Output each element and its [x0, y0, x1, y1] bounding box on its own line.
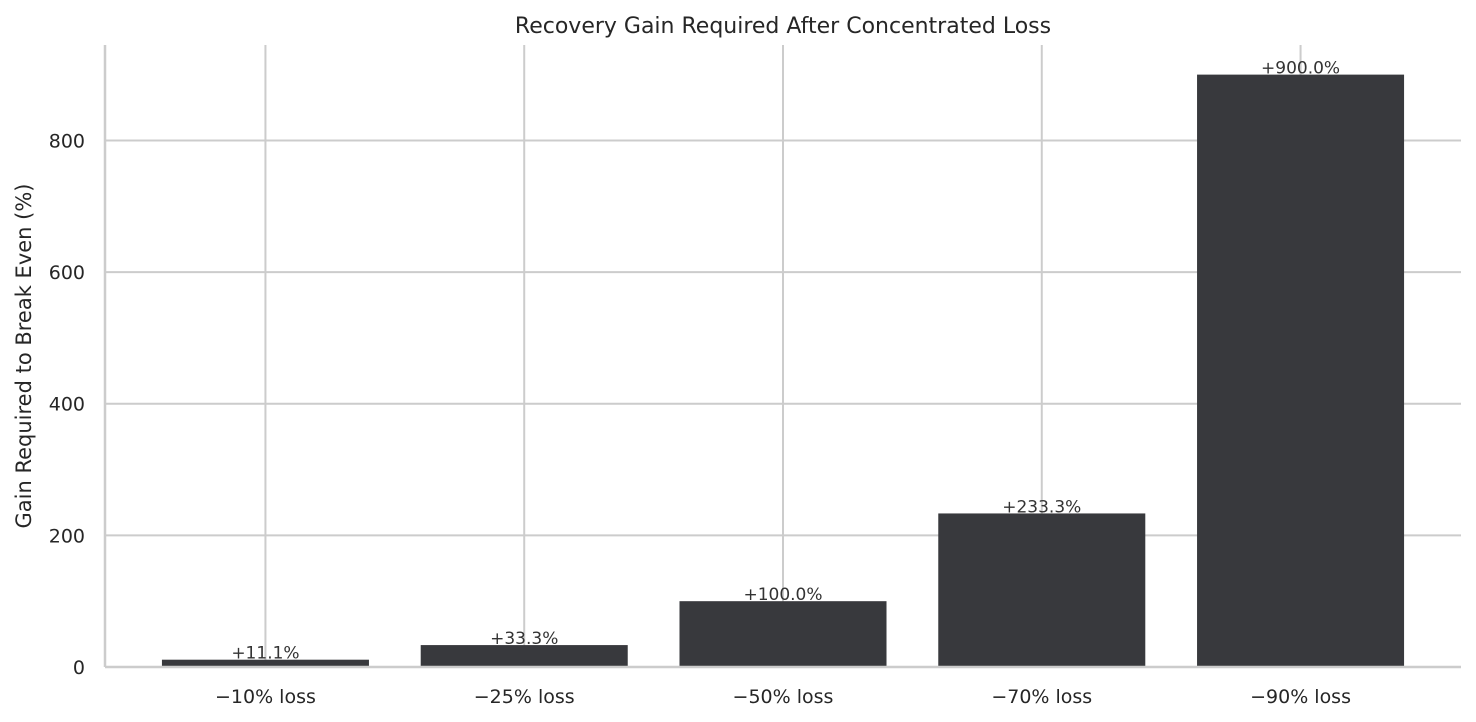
x-tick-label: −50% loss — [733, 686, 834, 708]
y-tick-label: 800 — [49, 130, 85, 152]
bar-data-label: +11.1% — [231, 644, 299, 664]
y-tick-label: 200 — [49, 525, 85, 547]
bar — [679, 601, 887, 667]
bar — [420, 645, 628, 667]
x-tick-label: −10% loss — [215, 686, 316, 708]
label-layer: 0 200 400 600 800 −10% loss −25% loss −50% loss… — [49, 59, 1351, 708]
y-tick-label: 0 — [73, 657, 85, 679]
y-tick-label: 400 — [49, 394, 85, 416]
bar — [161, 659, 369, 667]
bar-data-label: +33.3% — [490, 629, 558, 649]
bar-data-label: +100.0% — [743, 585, 822, 605]
y-tick-label: 600 — [49, 262, 85, 284]
x-tick-label: −70% loss — [991, 686, 1092, 708]
chart-title: Recovery Gain Required After Concentrate… — [515, 14, 1051, 39]
bar — [938, 513, 1146, 667]
bar-layer — [161, 74, 1405, 668]
x-tick-label: −25% loss — [474, 686, 575, 708]
y-axis-label: Gain Required to Break Even (%) — [12, 183, 36, 528]
bar — [1197, 74, 1405, 668]
bar-data-label: +900.0% — [1261, 59, 1340, 79]
bar-data-label: +233.3% — [1002, 497, 1081, 517]
spine-layer — [103, 45, 1461, 669]
x-tick-label: −90% loss — [1250, 686, 1351, 708]
